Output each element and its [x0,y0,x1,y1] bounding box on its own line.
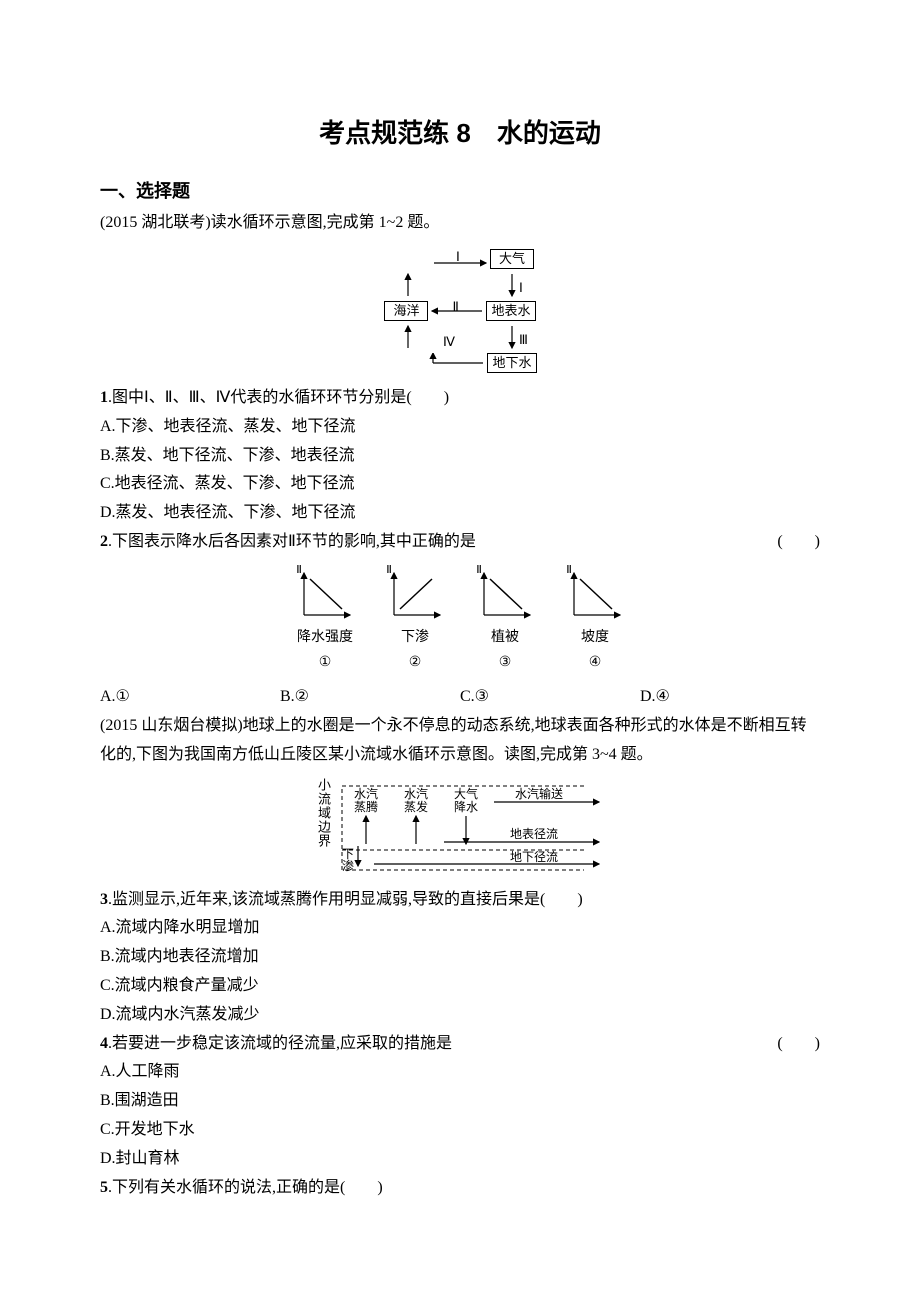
svg-text:Ⅱ: Ⅱ [476,565,482,576]
water-cycle-diagram: Ⅰ 大气 Ⅰ 海洋 Ⅱ 地表水 Ⅳ Ⅲ 地下水 [100,246,820,376]
section-heading: 一、选择题 [100,175,820,207]
mini-chart: Ⅱ植被③ [470,565,540,675]
svg-text:降水: 降水 [454,800,478,814]
page-title: 考点规范练 8 水的运动 [100,110,820,157]
q3-stem: 3.监测显示,近年来,该流域蒸腾作用明显减弱,导致的直接后果是( ) [100,886,820,915]
q3-option-c: C.流域内粮食产量减少 [100,972,820,1001]
node-atmosphere: 大气 [490,249,534,269]
q1-option-b: B.蒸发、地下径流、下渗、地表径流 [100,442,820,471]
q4-option-d: D.封山育林 [100,1145,820,1174]
intro-2: (2015 山东烟台模拟)地球上的水圈是一个永不停息的动态系统,地球表面各种形式… [100,712,820,770]
svg-text:水汽: 水汽 [404,786,428,801]
q2-options: A.① B.② C.③ D.④ [100,683,820,712]
q2-option-d: D.④ [640,683,820,712]
svg-text:Ⅱ: Ⅱ [296,565,302,576]
q4-option-b: B.围湖造田 [100,1087,820,1116]
svg-text:水汽输送: 水汽输送 [515,786,563,801]
mini-chart: Ⅱ下渗② [380,565,450,675]
svg-text:地表径流: 地表径流 [510,827,558,841]
node-ground-water: 地下水 [487,353,536,373]
q2-option-c: C.③ [460,683,640,712]
q1-stem: 1.图中Ⅰ、Ⅱ、Ⅲ、Ⅳ代表的水循环环节分别是( ) [100,384,820,413]
svg-text:蒸发: 蒸发 [404,799,428,814]
svg-text:水汽: 水汽 [354,786,378,801]
node-ocean: 海洋 [384,301,428,321]
q2-option-b: B.② [280,683,460,712]
node-surface-water: 地表水 [486,301,535,321]
basin-diagram: 小流域边界 水汽蒸腾水汽蒸发大气降水水汽输送地表径流下渗地下径流 [100,778,820,878]
q1-option-a: A.下渗、地表径流、蒸发、地下径流 [100,413,820,442]
q3-option-a: A.流域内降水明显增加 [100,914,820,943]
q3-option-d: D.流域内水汽蒸发减少 [100,1001,820,1030]
mini-chart: Ⅱ坡度④ [560,565,630,675]
q4-option-c: C.开发地下水 [100,1116,820,1145]
q2-stem: 2.下图表示降水后各因素对Ⅱ环节的影响,其中正确的是( ) [100,528,820,557]
svg-text:Ⅱ: Ⅱ [566,565,572,576]
q2-option-a: A.① [100,683,280,712]
svg-text:大气: 大气 [454,786,478,801]
mini-chart: Ⅱ降水强度① [290,565,360,675]
intro-1: (2015 湖北联考)读水循环示意图,完成第 1~2 题。 [100,209,820,238]
svg-text:蒸腾: 蒸腾 [354,799,378,814]
q1-option-d: D.蒸发、地表径流、下渗、地下径流 [100,499,820,528]
q2-charts: Ⅱ降水强度① Ⅱ下渗② Ⅱ植被③ Ⅱ坡度④ [100,565,820,675]
q4-stem: 4.若要进一步稳定该流域的径流量,应采取的措施是( ) [100,1030,820,1059]
q4-option-a: A.人工降雨 [100,1058,820,1087]
q3-option-b: B.流域内地表径流增加 [100,943,820,972]
svg-text:地下径流: 地下径流 [510,850,558,864]
q5-stem: 5.下列有关水循环的说法,正确的是( ) [100,1174,820,1203]
basin-boundary-label: 小流域边界 [316,778,330,848]
svg-text:Ⅱ: Ⅱ [386,565,392,576]
svg-text:渗: 渗 [342,858,354,873]
q1-option-c: C.地表径流、蒸发、下渗、地下径流 [100,470,820,499]
